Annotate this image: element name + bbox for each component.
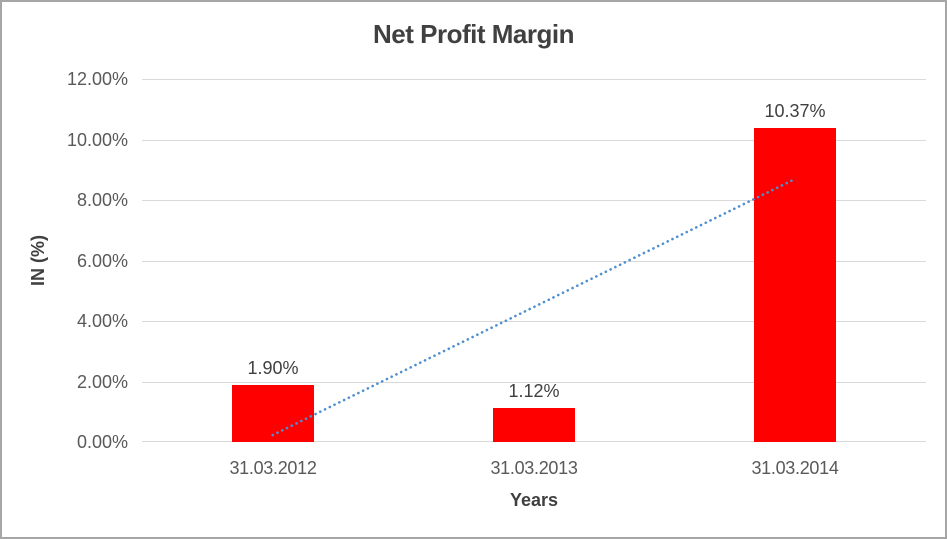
chart-title: Net Profit Margin: [373, 19, 574, 49]
gridline: [142, 140, 926, 141]
plot-area: [142, 79, 926, 442]
data-label: 1.90%: [247, 358, 299, 378]
y-tick-label: 6.00%: [76, 250, 128, 271]
gridline: [142, 382, 926, 383]
data-label: 1.12%: [508, 381, 560, 401]
y-tick-label: 0.00%: [76, 432, 128, 452]
bar-31.03.2013: [493, 408, 575, 442]
y-tick-label: 8.00%: [76, 190, 128, 210]
y-tick-label: 2.00%: [76, 371, 128, 392]
gridline: [142, 200, 926, 201]
gridline: [142, 79, 926, 80]
x-tick-label: 31.03.2014: [751, 458, 839, 478]
x-tick-label: 31.03.2013: [490, 458, 578, 478]
trendline: [271, 177, 797, 437]
y-tick-label: 12.00%: [66, 69, 128, 89]
x-axis-title: Years: [509, 490, 559, 510]
x-tick-label: 31.03.2012: [229, 458, 317, 478]
y-tick-label: 4.00%: [76, 311, 128, 331]
gridline: [142, 261, 926, 262]
data-label: 10.37%: [764, 101, 826, 121]
gridline: [142, 321, 926, 322]
bar-31.03.2014: [754, 128, 836, 442]
bar-31.03.2012: [232, 385, 314, 442]
y-tick-label: 10.00%: [66, 129, 128, 150]
